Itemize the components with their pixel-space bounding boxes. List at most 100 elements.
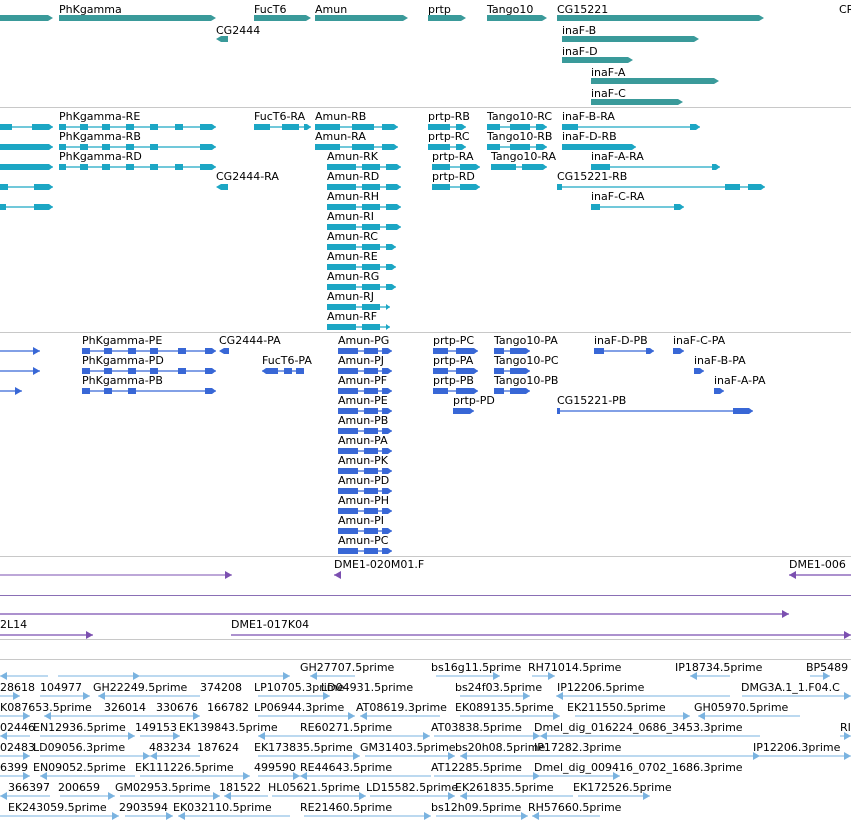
est-label-dmel-dig-016224-0686-3453-3prime[interactable]: Dmel_dig_016224_0686_3453.3prime bbox=[534, 721, 743, 734]
transcript-label-phkgamma-rd[interactable]: PhKgamma-RD bbox=[59, 150, 142, 163]
clone-label-2l14[interactable]: 2L14 bbox=[0, 618, 28, 631]
gene-label-amun[interactable]: Amun bbox=[315, 3, 348, 16]
est-label-at03838-5prime[interactable]: AT03838.5prime bbox=[431, 721, 522, 734]
protein-tango10-pb[interactable] bbox=[491, 386, 533, 396]
transcript-amun-ra[interactable] bbox=[312, 142, 401, 152]
est-label-re60271-5prime[interactable]: RE60271.5prime bbox=[300, 721, 393, 734]
est-feature-r4-s3[interactable] bbox=[258, 752, 362, 760]
protein-label-prtp-pa[interactable]: prtp-PA bbox=[433, 354, 474, 367]
est-label-ek032110-5prime[interactable]: EK032110.5prime bbox=[173, 801, 272, 814]
transcript-cg15221-rb[interactable] bbox=[554, 182, 768, 192]
gene-bar-left[interactable] bbox=[0, 13, 56, 23]
est-label-en09052-5prime[interactable]: EN09052.5prime bbox=[33, 761, 126, 774]
est-feature-r3-s0[interactable] bbox=[0, 732, 32, 740]
gene-label-inaf-b[interactable]: inaF-B bbox=[562, 24, 597, 37]
protein-phkgamma-pb[interactable] bbox=[79, 386, 219, 396]
est-feature-r5-s6[interactable] bbox=[540, 772, 622, 780]
gene-bar-inaf-d[interactable] bbox=[559, 55, 636, 65]
protein-label-amun-pe[interactable]: Amun-PE bbox=[338, 394, 388, 407]
protein-fuct6-pa[interactable] bbox=[259, 366, 307, 376]
protein-left-2[interactable] bbox=[0, 366, 43, 376]
transcript-label-cg2444-ra[interactable]: CG2444-RA bbox=[216, 170, 279, 183]
transcript-tango10-ra[interactable] bbox=[488, 162, 550, 172]
transcript-prtp-ra[interactable] bbox=[429, 162, 483, 172]
est-label-104977[interactable]: 104977 bbox=[40, 681, 82, 694]
est-label-ip17282-3prime[interactable]: IP17282.3prime bbox=[534, 741, 622, 754]
est-label-ek111226-5prime[interactable]: EK111226.5prime bbox=[135, 761, 234, 774]
est-feature-r0-s5[interactable] bbox=[532, 672, 557, 680]
gene-bar-tango10[interactable] bbox=[484, 13, 550, 23]
clone-bar-long[interactable] bbox=[0, 609, 792, 619]
transcript-amun-r0[interactable] bbox=[324, 162, 404, 172]
est-feature-r4-s2[interactable] bbox=[150, 752, 202, 760]
clone-bar-dme1-020m01[interactable] bbox=[331, 570, 343, 580]
transcript-label-tango10-rc[interactable]: Tango10-RC bbox=[487, 110, 553, 123]
protein-inaf-c-pa[interactable] bbox=[670, 346, 687, 356]
transcript-label-inaf-a-ra[interactable]: inaF-A-RA bbox=[591, 150, 644, 163]
protein-label-cg2444-pa[interactable]: CG2444-PA bbox=[219, 334, 281, 347]
protein-amun-p6[interactable] bbox=[335, 466, 395, 476]
est-label-ek173835-5prime[interactable]: EK173835.5prime bbox=[254, 741, 353, 754]
est-feature-r6-s1[interactable] bbox=[60, 792, 117, 800]
est-label-02483[interactable]: 02483 bbox=[0, 741, 35, 754]
est-feature-r0-s6[interactable] bbox=[690, 672, 732, 680]
transcript-label-inaf-b-ra[interactable]: inaF-B-RA bbox=[562, 110, 615, 123]
est-label-ek261835-5prime[interactable]: EK261835.5prime bbox=[455, 781, 554, 794]
est-label-ek211550-5prime[interactable]: EK211550.5prime bbox=[567, 701, 666, 714]
protein-amun-p7[interactable] bbox=[335, 486, 395, 496]
est-label-re21460-5prime[interactable]: RE21460.5prime bbox=[300, 801, 393, 814]
transcript-label-cg15221-rb[interactable]: CG15221-RB bbox=[557, 170, 628, 183]
est-feature-r0-s7[interactable] bbox=[810, 672, 832, 680]
gene-bar-inaf-c[interactable] bbox=[588, 97, 686, 107]
est-feature-r1-s2[interactable] bbox=[98, 692, 202, 700]
protein-amun-p10[interactable] bbox=[335, 546, 395, 556]
gene-bar-cg15221[interactable] bbox=[554, 13, 767, 23]
protein-tango10-pc[interactable] bbox=[491, 366, 533, 376]
transcript-label-prtp-rd[interactable]: prtp-RD bbox=[432, 170, 475, 183]
protein-phkgamma-pd[interactable] bbox=[79, 366, 219, 376]
est-feature-r2-s6[interactable] bbox=[575, 712, 692, 720]
est-feature-r7-s5[interactable] bbox=[532, 812, 602, 820]
transcript-left-3[interactable] bbox=[0, 162, 56, 172]
est-feature-r2-s5[interactable] bbox=[460, 712, 562, 720]
transcript-phkgamma-re[interactable] bbox=[56, 122, 219, 132]
protein-label-amun-pa[interactable]: Amun-PA bbox=[338, 434, 388, 447]
transcript-left-5[interactable] bbox=[0, 202, 56, 212]
transcript-amun-rb[interactable] bbox=[312, 122, 401, 132]
est-feature-r2-s4[interactable] bbox=[360, 712, 442, 720]
transcript-inaf-b-ra[interactable] bbox=[559, 122, 703, 132]
est-feature-r6-s2[interactable] bbox=[120, 792, 222, 800]
transcript-amun-r5[interactable] bbox=[324, 262, 399, 272]
est-feature-r6-s0[interactable] bbox=[0, 792, 52, 800]
est-feature-r5-s4[interactable] bbox=[300, 772, 433, 780]
protein-cg2444-pa[interactable] bbox=[216, 346, 232, 356]
est-label-bs12h09-5prime[interactable]: bs12h09.5prime bbox=[431, 801, 522, 814]
est-feature-r6-s4[interactable] bbox=[272, 792, 368, 800]
protein-label-inaf-d-pb[interactable]: inaF-D-PB bbox=[594, 334, 648, 347]
est-feature-r3-s7[interactable] bbox=[840, 732, 851, 740]
est-feature-r3-s4[interactable] bbox=[300, 732, 432, 740]
transcript-label-amun-rc[interactable]: Amun-RC bbox=[327, 230, 378, 243]
transcript-label-amun-rg[interactable]: Amun-RG bbox=[327, 270, 380, 283]
transcript-left-1[interactable] bbox=[0, 122, 56, 132]
est-feature-r6-s6[interactable] bbox=[460, 792, 575, 800]
transcript-amun-r3[interactable] bbox=[324, 222, 404, 232]
transcript-prtp-rc[interactable] bbox=[425, 142, 469, 152]
protein-amun-p8[interactable] bbox=[335, 506, 395, 516]
gene-label-cg2444[interactable]: CG2444 bbox=[216, 24, 261, 37]
protein-inaf-d-pb[interactable] bbox=[591, 346, 657, 356]
gene-label-phkgamma[interactable]: PhKgamma bbox=[59, 3, 122, 16]
est-label-ip12206-5prime[interactable]: IP12206.5prime bbox=[557, 681, 645, 694]
est-label-re44643-5prime[interactable]: RE44643.5prime bbox=[300, 761, 393, 774]
transcript-fuct6-ra[interactable] bbox=[251, 122, 314, 132]
protein-label-amun-pj[interactable]: Amun-PJ bbox=[338, 354, 385, 367]
est-feature-r0-s4[interactable] bbox=[436, 672, 502, 680]
gene-label-fuct6[interactable]: FucT6 bbox=[254, 3, 287, 16]
est-feature-r1-s4[interactable] bbox=[460, 692, 532, 700]
transcript-amun-r6[interactable] bbox=[324, 282, 399, 292]
est-feature-r0-s1[interactable] bbox=[58, 672, 142, 680]
transcript-label-prtp-rc[interactable]: prtp-RC bbox=[428, 130, 470, 143]
est-feature-r4-s7[interactable] bbox=[760, 752, 851, 760]
est-label-181522[interactable]: 181522 bbox=[219, 781, 261, 794]
protein-label-amun-pd[interactable]: Amun-PD bbox=[338, 474, 390, 487]
